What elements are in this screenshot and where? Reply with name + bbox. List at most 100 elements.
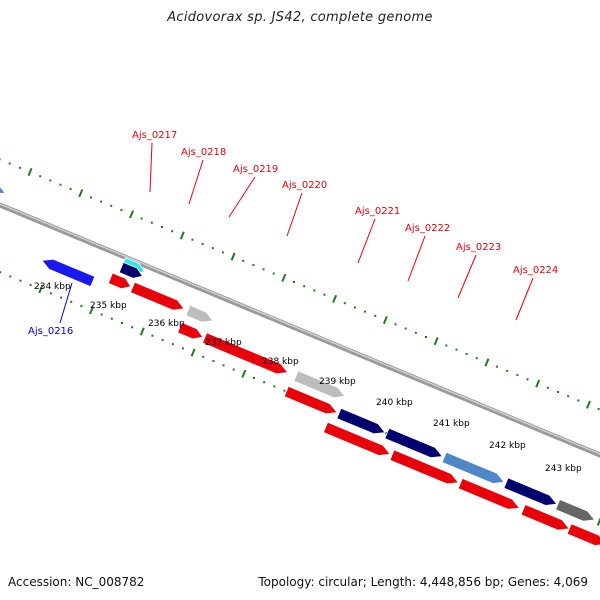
major-tick	[332, 294, 338, 304]
minor-tick	[110, 317, 113, 320]
minor-tick	[465, 352, 468, 355]
minor-tick	[0, 271, 2, 274]
kbp-scale-labels: 234 kbp 235 kbp 236 kbp 237 kbp 238 kbp 239 k…	[34, 282, 582, 474]
map-title: Acidovorax sp. JS42, complete genome	[167, 10, 433, 25]
minor-tick	[253, 377, 255, 379]
gene-leader-line	[515, 277, 534, 321]
kbp-label: 237 kbp	[205, 338, 242, 348]
minor-tick	[201, 242, 204, 245]
gene-arrow-red-a	[107, 272, 132, 290]
gene-arrow-red-far	[566, 523, 600, 546]
minor-tick	[283, 389, 286, 392]
minor-tick	[140, 217, 143, 220]
minor-tick	[49, 292, 52, 295]
major-tick	[89, 306, 94, 315]
minor-tick	[131, 326, 134, 329]
minor-tick	[597, 407, 600, 410]
major-tick	[281, 273, 287, 282]
gene-block-navy-right	[503, 477, 558, 506]
kbp-label: 238 kbp	[262, 357, 299, 367]
backbone-line	[0, 202, 600, 458]
gene-block-ajs-0222	[336, 407, 386, 435]
minor-tick	[252, 264, 255, 267]
gene-block-ajs-0223	[384, 427, 444, 459]
minor-tick	[272, 272, 275, 275]
genome-backbone	[0, 202, 600, 458]
major-tick	[535, 379, 541, 388]
minor-tick	[414, 331, 417, 334]
minor-tick	[546, 386, 549, 389]
kbp-label: 234 kbp	[34, 282, 71, 292]
minor-tick	[39, 175, 42, 178]
minor-tick	[293, 281, 295, 283]
gene-arrow-ajs-0216	[41, 258, 96, 288]
gene-label-ajs-0218: Ajs_0218	[181, 147, 226, 158]
gene-label-ajs-0217: Ajs_0217	[132, 130, 177, 141]
gene-arrow-ajs-0219	[177, 321, 204, 340]
kbp-label: 240 kbp	[376, 398, 413, 408]
minor-tick	[516, 374, 519, 377]
minor-tick	[161, 338, 164, 341]
gene-leader-line	[188, 159, 204, 205]
gene-label-ajs-0216: Ajs_0216	[28, 326, 73, 337]
gene-arrow-ajs-0220	[201, 332, 289, 375]
minor-tick	[404, 327, 407, 330]
gene-block-ajs-0217-navy	[118, 261, 144, 279]
gene-label-ajs-0222: Ajs_0222	[405, 223, 450, 234]
minor-tick	[526, 378, 529, 381]
minor-tick	[577, 399, 580, 402]
gene-feature-track	[0, 186, 600, 546]
minor-tick	[150, 221, 153, 224]
gene-block-ajs-0224	[441, 451, 505, 484]
minor-tick	[232, 368, 235, 371]
gene-leader-line	[286, 192, 303, 237]
minor-tick	[9, 275, 12, 278]
minor-tick	[29, 283, 32, 286]
minor-tick	[374, 314, 377, 317]
kbp-label: 243 kbp	[545, 464, 582, 474]
accession-text: Accession: NC_008782	[8, 575, 145, 589]
major-tick	[433, 337, 439, 346]
backbone-highlight	[0, 203, 600, 455]
minor-tick	[273, 385, 276, 388]
gene-label-ajs-0224: Ajs_0224	[513, 265, 558, 276]
minor-tick	[385, 432, 387, 434]
minor-tick	[506, 369, 509, 372]
gene-label-ajs-0220: Ajs_0220	[282, 180, 327, 191]
minor-tick	[496, 365, 499, 368]
kbp-label: 236 kbp	[148, 319, 185, 329]
kbp-label: 239 kbp	[319, 377, 356, 387]
major-tick	[27, 167, 33, 177]
gene-block-steel-left	[0, 186, 6, 194]
minor-tick	[242, 259, 245, 262]
minor-tick	[445, 344, 448, 347]
gene-leader-line	[357, 218, 376, 264]
gene-block-ajs-0221	[293, 370, 346, 399]
minor-tick	[161, 226, 163, 228]
gene-arrow-red-right	[520, 503, 570, 531]
outer-tick-ruler	[0, 158, 600, 410]
major-tick	[179, 231, 185, 240]
minor-tick	[151, 334, 154, 337]
gene-label-ajs-0219: Ajs_0219	[233, 164, 278, 175]
gene-arrow-ajs-0218	[129, 281, 185, 311]
gene-arrow-ajs-0221	[283, 385, 338, 415]
minor-tick	[100, 313, 103, 316]
minor-tick	[557, 391, 559, 393]
minor-tick	[100, 200, 103, 203]
gene-leader-line	[407, 235, 426, 282]
gene-label-ajs-0221: Ajs_0221	[355, 206, 400, 217]
minor-tick	[567, 395, 570, 398]
kbp-label: 235 kbp	[90, 301, 127, 311]
minor-tick	[121, 322, 123, 324]
minor-tick	[69, 187, 72, 190]
minor-tick	[19, 279, 22, 282]
minor-tick	[364, 310, 367, 313]
gene-block-ajs-0219	[185, 304, 214, 323]
gene-arrow-ajs-0224	[457, 477, 521, 510]
gene-leader-line	[457, 254, 477, 299]
minor-tick	[59, 183, 62, 186]
minor-tick	[18, 166, 21, 169]
